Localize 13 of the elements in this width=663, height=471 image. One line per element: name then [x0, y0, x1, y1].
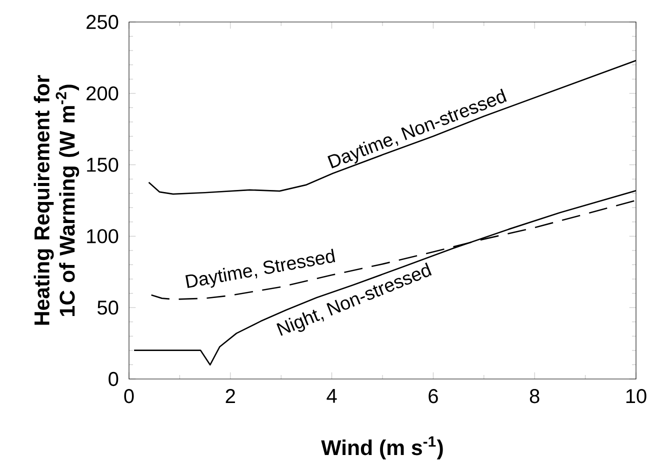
y-tick-label: 50 [98, 300, 118, 315]
x-tick-label: 4 [326, 389, 337, 403]
y-tick-label: 0 [108, 372, 118, 386]
x-tick-label: 6 [428, 389, 438, 404]
x-axis-title: Wind (m s$^{-1}$) [321, 436, 443, 460]
x-tick-label: 2 [226, 389, 235, 404]
x-tick-label: 8 [530, 389, 540, 404]
y-tick-label: 200 [86, 86, 118, 100]
x-tick-label: 0 [124, 389, 134, 404]
y-tick-label: 100 [87, 229, 118, 244]
y-tick-label: 150 [87, 158, 118, 172]
y-tick-label: 250 [86, 14, 118, 30]
x-tick-label: 10 [626, 389, 646, 404]
